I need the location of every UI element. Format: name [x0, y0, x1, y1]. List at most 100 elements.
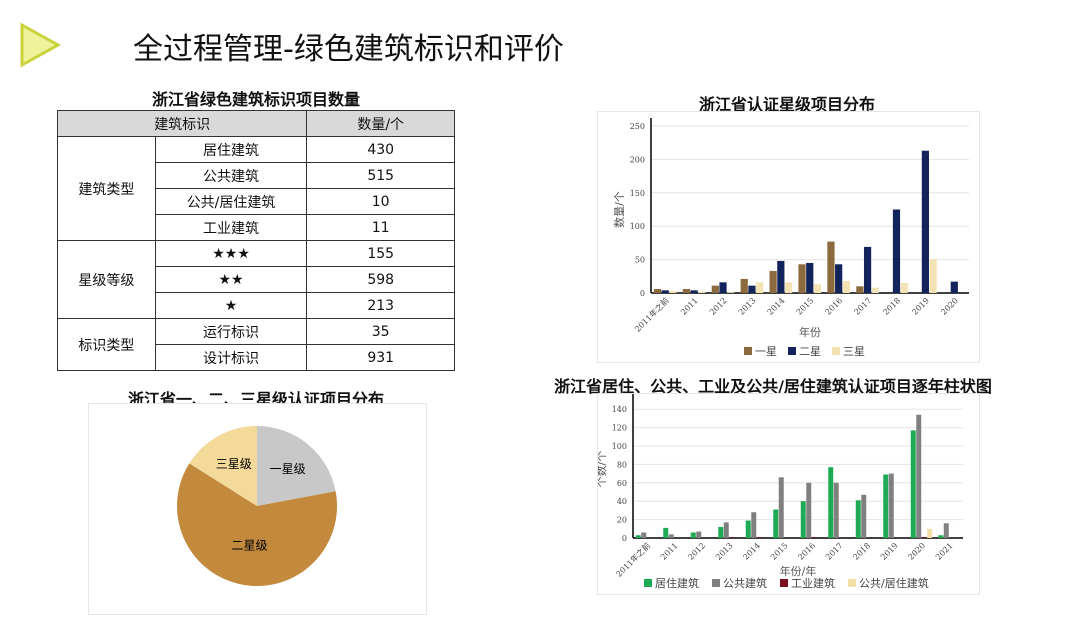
x-tick-label: 2012 [686, 541, 707, 562]
x-tick-label: 2013 [737, 296, 758, 317]
group-label: 建筑类型 [57, 136, 156, 241]
bar [719, 282, 727, 293]
bar [871, 287, 879, 293]
header-count: 数量/个 [306, 110, 455, 137]
bar [800, 501, 806, 538]
table-row: 星级等级 ★★★ 155 [57, 240, 455, 319]
table-row: 公共建筑 515 [58, 162, 455, 189]
table-title: 浙江省绿色建筑标识项目数量 [151, 90, 361, 109]
bar [856, 286, 864, 293]
item-count: 430 [306, 136, 455, 163]
bar [811, 537, 817, 538]
x-tick-label: 2020 [939, 296, 960, 317]
item-label: ★ [154, 292, 308, 319]
item-label: 公共/居住建筑 [154, 188, 308, 215]
item-count: 155 [306, 240, 455, 267]
bar [842, 280, 850, 293]
bar [751, 512, 757, 538]
item-label: 居住建筑 [154, 136, 308, 163]
item-label: 工业建筑 [154, 214, 308, 241]
item-label: 运行标识 [154, 318, 308, 345]
bar [663, 527, 669, 538]
x-tick-label: 2020 [906, 541, 927, 562]
pie-label: 二星级 [231, 538, 267, 552]
y-axis-title: 个数/个 [598, 451, 608, 488]
x-axis-title: 年份/年 [780, 564, 817, 578]
x-tick-label: 2017 [852, 296, 873, 317]
bar [950, 281, 958, 293]
legend-label: 工业建筑 [791, 576, 835, 590]
pie-label: 一星级 [270, 462, 306, 476]
y-tick-label: 120 [612, 424, 627, 433]
x-tick-label: 2013 [714, 541, 735, 562]
bar [927, 528, 933, 538]
bar [798, 264, 806, 293]
bar [748, 285, 756, 293]
chart1-box: 0 50 100 150 200 250 2011年之前 2011 2012 2013 2014 20… [597, 111, 980, 363]
bar [833, 482, 839, 538]
bar [784, 282, 793, 293]
chart2-title: 浙江省居住、公共、工业及公共/居住建筑认证项目逐年柱状图 [554, 377, 992, 396]
bar [698, 291, 706, 293]
x-tick-label: 2011 [679, 296, 700, 317]
pie-slice [176, 463, 337, 586]
bar [813, 284, 822, 293]
x-tick-label: 2011年之前 [614, 540, 652, 578]
table-row: 工业建筑 11 [58, 214, 455, 241]
bar [900, 282, 908, 293]
legend-swatch [780, 579, 788, 587]
legend-label: 公共建筑 [723, 576, 767, 590]
y-tick-label: 150 [630, 189, 645, 198]
bar [696, 531, 702, 538]
bar [745, 520, 751, 538]
bar [682, 288, 691, 293]
x-tick-label: 2015 [769, 541, 790, 562]
bar [888, 473, 894, 538]
pie-label: 三星级 [216, 457, 252, 471]
legend-swatch [832, 347, 840, 355]
x-tick-label: 2019 [879, 541, 900, 562]
y-tick-label: 80 [617, 460, 627, 469]
y-tick-label: 0 [622, 534, 627, 543]
bar [806, 482, 812, 538]
bar [740, 278, 748, 293]
legend-swatch [712, 579, 720, 587]
item-count: 515 [306, 162, 455, 189]
slide-title: 全过程管理-绿色建筑标识和评价 [133, 32, 564, 67]
y-tick-label: 250 [630, 122, 645, 131]
bar [727, 292, 735, 293]
item-label: 公共建筑 [154, 162, 308, 189]
y-tick-label: 0 [640, 289, 645, 298]
legend-swatch [848, 579, 856, 587]
x-tick-label: 2014 [766, 296, 787, 317]
count-table: 建筑标识 数量/个 建筑类型 居住建筑 430 公共建筑 515 公共/居住建筑 10 工业建筑… [56, 110, 455, 371]
pie-slice [257, 426, 336, 506]
chart2-box: 0 20 40 60 80 100 120 140 2011年之前 2011 2012 2013 201… [595, 392, 980, 595]
x-tick-label: 2016 [796, 541, 817, 562]
legend-swatch [644, 579, 652, 587]
table-row: 标识类型 运行标识 35 [57, 318, 455, 371]
item-label: 设计标识 [154, 344, 308, 371]
bar [635, 535, 641, 538]
bar [756, 282, 764, 293]
pie-slice [189, 426, 257, 506]
x-axis-title: 年份 [799, 325, 821, 339]
table-row: ★★ 598 [58, 266, 455, 293]
bar [778, 477, 784, 538]
type-bar-chart: 0 20 40 60 80 100 120 140 2011年之前 2011 2012 2013 201… [595, 392, 963, 590]
y-tick-label: 100 [630, 222, 645, 231]
y-tick-label: 20 [617, 516, 627, 525]
star-bar-chart: 0 50 100 150 200 250 2011年之前 2011 2012 2013 2014 20… [613, 118, 969, 358]
legend-label: 居住建筑 [655, 576, 699, 590]
bar [835, 264, 843, 293]
bar [729, 537, 735, 538]
pie-chart-box: 一星级二星级 三星级 [88, 403, 427, 615]
bar [723, 522, 729, 538]
item-count: 213 [306, 292, 455, 319]
bar [773, 509, 779, 538]
bar [938, 535, 944, 538]
legend-swatch [788, 347, 796, 355]
group-label: 标识类型 [57, 318, 156, 371]
bar [718, 526, 724, 538]
bar [711, 285, 719, 293]
